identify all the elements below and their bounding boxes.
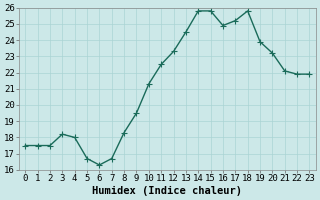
- X-axis label: Humidex (Indice chaleur): Humidex (Indice chaleur): [92, 186, 242, 196]
